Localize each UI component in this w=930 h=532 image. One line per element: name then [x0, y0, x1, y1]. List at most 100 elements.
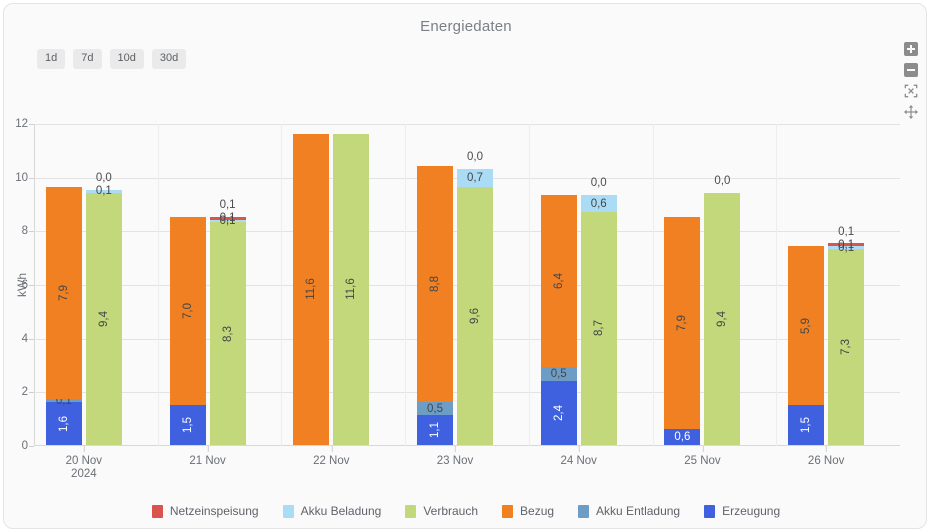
range-button-30d[interactable]: 30d — [151, 49, 187, 69]
bar-segment-akku-entladung[interactable]: 0,5 — [540, 367, 577, 381]
x-axis-tick-label: 22 Nov — [313, 455, 350, 467]
bar-segment-bezug[interactable]: 5,9 — [788, 246, 825, 405]
bar-segment-value: 0,5 — [550, 367, 567, 380]
legend-item-bezug[interactable]: Bezug — [502, 504, 554, 518]
bar-segment-value: 6,4 — [552, 273, 565, 290]
bar-source-25-nov[interactable]: 0,6 7,9 — [664, 216, 701, 445]
legend-item-erzeugung[interactable]: Erzeugung — [704, 504, 780, 518]
page-title: Energiedaten — [420, 18, 512, 35]
bar-segment-verbrauch[interactable]: 8,3 — [209, 222, 246, 445]
bar-segment-bezug[interactable]: 7,0 — [169, 216, 206, 405]
legend-label: Akku Entladung — [596, 504, 681, 518]
bar-segment-bezug[interactable]: 8,8 — [417, 165, 453, 403]
bar-segment-verbrauch[interactable]: 9,4 — [85, 192, 122, 445]
range-button-10d[interactable]: 10d — [109, 49, 144, 69]
category-separator — [528, 124, 530, 446]
bar-segment-netzeinspeisung[interactable]: 0,1 — [209, 212, 246, 224]
bar-segment-erzeugung[interactable]: 1,1 — [417, 415, 453, 445]
range-button-1d[interactable]: 1d — [37, 49, 66, 69]
bar-segment-verbrauch[interactable]: 7,3 — [828, 249, 865, 445]
bar-source-26-nov[interactable]: 1,5 5,9 — [788, 246, 825, 445]
bar-segment-netzeinspeisung[interactable]: 0,1 — [828, 239, 865, 251]
bar-consumption-20-nov[interactable]: 9,4 0,1 0,0 — [85, 172, 122, 445]
bar-total-label: 0,1 — [838, 225, 855, 238]
x-axis-tick-sublabel: 2024 — [71, 468, 97, 480]
category-separator — [281, 124, 283, 446]
category-separator — [405, 124, 407, 446]
bar-source-22-nov[interactable]: 11,6 — [293, 133, 330, 445]
y-axis-tick-label: 4 — [21, 332, 28, 345]
pan-icon[interactable] — [904, 105, 918, 119]
bar-consumption-26-nov[interactable]: 7,3 0,1 0,1 0,1 — [828, 226, 865, 445]
bar-segment-bezug[interactable]: 11,6 — [293, 133, 330, 445]
x-axis-tick-label: 24 Nov — [560, 455, 597, 467]
bar-segment-verbrauch[interactable]: 11,6 — [333, 133, 370, 445]
bar-segment-verbrauch[interactable]: 9,6 — [457, 187, 493, 445]
range-button-7d[interactable]: 7d — [73, 49, 102, 69]
x-axis-tick-mark — [578, 446, 580, 452]
bar-segment-value: 1,5 — [800, 416, 813, 433]
bar-segment-value: 8,3 — [221, 325, 234, 342]
bar-source-21-nov[interactable]: 1,5 7,0 — [169, 216, 206, 445]
bar-consumption-22-nov[interactable]: 11,6 — [333, 133, 370, 445]
bar-segment-akku-beladung[interactable]: 0,6 — [580, 195, 617, 212]
x-axis-tick-mark — [826, 446, 828, 452]
legend-swatch — [151, 504, 163, 518]
bar-source-20-nov[interactable]: 1,6 0,1 7,9 — [45, 187, 82, 445]
legend-label: Netzeinspeisung — [169, 504, 259, 518]
bar-segment-erzeugung[interactable]: 1,6 — [45, 402, 82, 445]
bar-segment-bezug[interactable]: 7,9 — [664, 216, 701, 429]
bar-segment-value: 7,3 — [840, 339, 853, 356]
bar-segment-erzeugung[interactable]: 1,5 — [169, 404, 206, 445]
legend-item-netzeinspeisung[interactable]: Netzeinspeisung — [151, 504, 259, 518]
zoom-in-icon[interactable] — [904, 42, 918, 56]
bar-segment-erzeugung[interactable]: 2,4 — [540, 380, 577, 445]
bar-segment-bezug[interactable]: 7,9 — [45, 187, 82, 400]
bar-segment-value: 5,9 — [800, 317, 813, 334]
x-axis-tick: 26 Nov — [808, 446, 844, 467]
bar-segment-bezug[interactable]: 6,4 — [540, 195, 577, 368]
bar-source-24-nov[interactable]: 2,4 0,5 6,4 — [540, 195, 577, 445]
energy-chart-card: Energiedaten 1d 7d 10d 30d — [3, 3, 927, 529]
legend-item-akku-entladung[interactable]: Akku Entladung — [578, 504, 680, 518]
bar-segment-value: 11,6 — [345, 278, 358, 301]
bar-segment-akku-beladung[interactable]: 0,1 — [209, 215, 246, 227]
legend-item-akku-beladung[interactable]: Akku Beladung — [282, 504, 382, 518]
bar-segment-value: 8,8 — [429, 276, 441, 293]
reset-zoom-icon[interactable] — [904, 84, 918, 98]
y-axis-tick-label: 8 — [21, 225, 28, 238]
bar-segment-verbrauch[interactable]: 9,4 — [704, 192, 741, 445]
category-separator — [157, 124, 159, 446]
bar-segment-erzeugung[interactable]: 0,6 — [664, 428, 701, 445]
x-axis-tick: 20 Nov 2024 — [66, 446, 102, 482]
range-button-group: 1d 7d 10d 30d — [37, 49, 187, 69]
bar-total-label: 0,0 — [714, 174, 731, 187]
bar-consumption-21-nov[interactable]: 8,3 0,1 0,1 0,1 — [209, 199, 246, 445]
bar-segment-erzeugung[interactable]: 1,5 — [788, 404, 825, 445]
bar-segment-value: 9,6 — [469, 308, 481, 325]
legend-swatch — [282, 504, 294, 518]
legend-swatch — [502, 504, 514, 518]
bar-segment-verbrauch[interactable]: 8,7 — [580, 211, 617, 445]
bar-segment-value: 7,0 — [181, 302, 194, 319]
bar-segment-akku-entladung[interactable]: 0,1 — [45, 395, 82, 407]
y-axis-tick-mark — [29, 285, 34, 286]
gridline — [34, 124, 900, 125]
bar-segment-value: 1,6 — [57, 415, 70, 432]
legend-label: Akku Beladung — [300, 504, 382, 518]
x-axis-tick: 25 Nov — [684, 446, 721, 467]
bar-segment-akku-beladung[interactable]: 0,7 — [457, 168, 493, 188]
bar-segment-akku-entladung[interactable]: 0,5 — [417, 402, 453, 416]
legend-item-verbrauch[interactable]: Verbrauch — [405, 504, 478, 518]
bar-segment-value: 8,7 — [592, 320, 605, 337]
zoom-out-icon[interactable] — [904, 63, 918, 77]
x-axis-tick-mark — [331, 446, 333, 452]
bar-consumption-24-nov[interactable]: 8,7 0,6 0,0 — [580, 177, 617, 445]
bar-segment-akku-beladung[interactable]: 0,1 — [85, 185, 122, 197]
bar-source-23-nov[interactable]: 1,1 0,5 8,8 — [417, 165, 453, 445]
bar-consumption-23-nov[interactable]: 9,6 0,7 0,0 — [457, 151, 493, 445]
y-axis-tick-mark — [29, 392, 34, 394]
bar-segment-value: 7,9 — [57, 285, 70, 302]
bar-segment-akku-beladung[interactable]: 0,1 — [828, 242, 865, 254]
bar-consumption-25-nov[interactable]: 9,4 0,0 — [704, 175, 741, 445]
